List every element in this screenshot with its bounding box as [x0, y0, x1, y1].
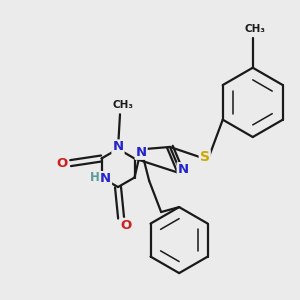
Text: N: N [178, 163, 189, 176]
Text: O: O [57, 157, 68, 169]
Text: H: H [90, 171, 99, 184]
Text: CH₃: CH₃ [244, 24, 265, 34]
Text: O: O [121, 219, 132, 232]
Text: N: N [136, 146, 147, 159]
Text: N: N [100, 172, 111, 185]
Text: N: N [112, 140, 124, 153]
Text: CH₃: CH₃ [112, 100, 134, 110]
Text: S: S [200, 150, 210, 164]
